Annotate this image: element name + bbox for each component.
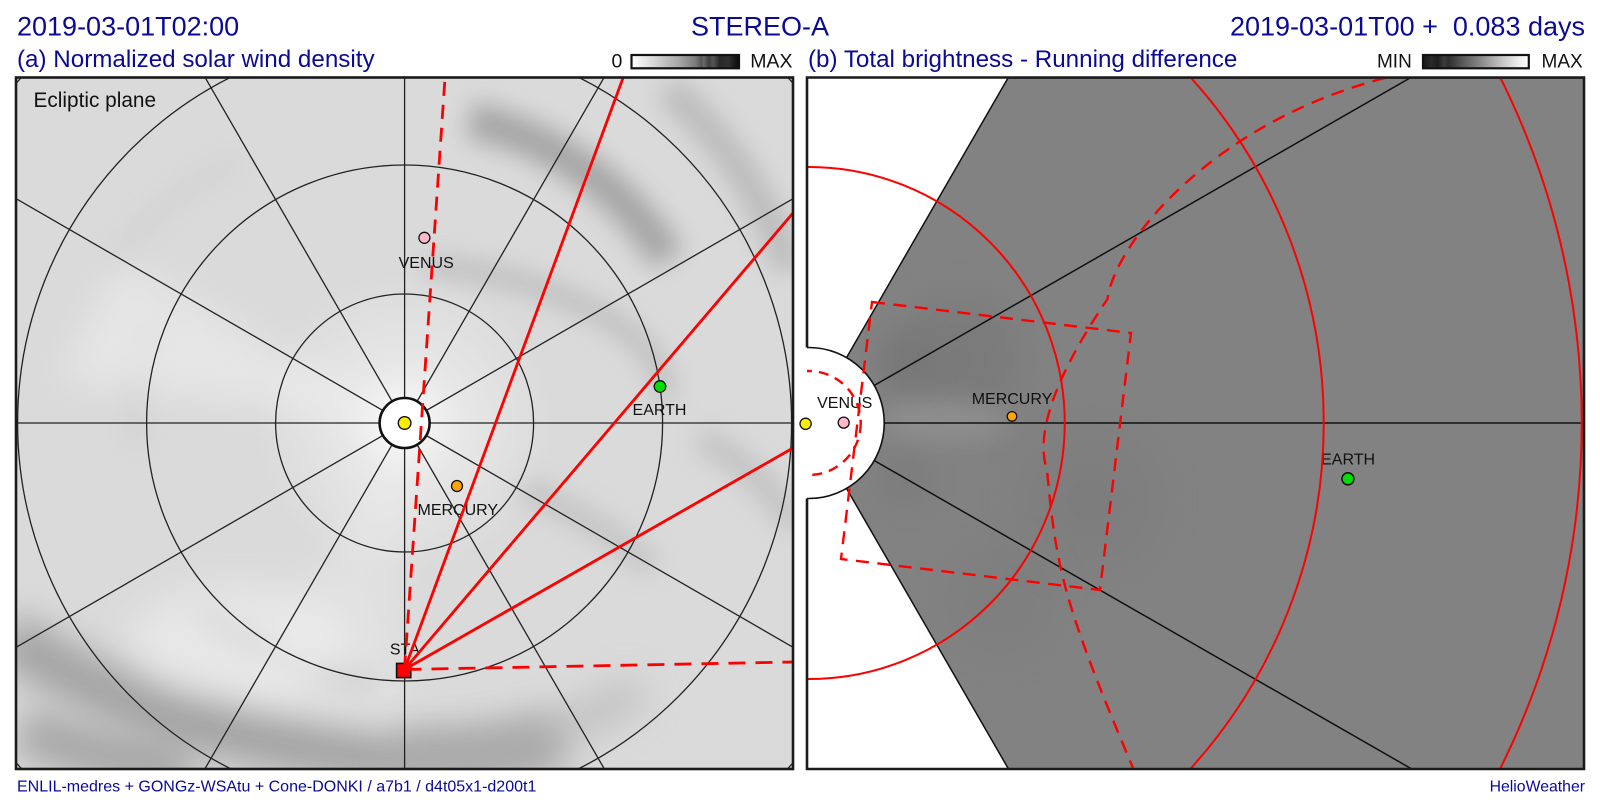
svg-text:MIN: MIN [1377,52,1412,73]
svg-text:HelioWeather: HelioWeather [1490,778,1585,795]
svg-text:MERCURY: MERCURY [417,502,498,519]
svg-text:(b) Total brightness - Running: (b) Total brightness - Running differenc… [808,46,1237,73]
svg-text:(a) Normalized solar wind dens: (a) Normalized solar wind density [17,46,375,73]
svg-text:MERCURY: MERCURY [972,391,1053,408]
svg-text:VENUS: VENUS [399,255,454,272]
svg-text:0: 0 [611,51,622,73]
svg-text:Ecliptic plane: Ecliptic plane [34,89,157,112]
svg-text:EARTH: EARTH [1321,451,1375,468]
svg-text:EARTH: EARTH [633,402,687,419]
svg-text:2019-03-01T00 + 0.083 days: 2019-03-01T00 + 0.083 days [1230,12,1585,42]
svg-text:MAX: MAX [1542,52,1584,73]
svg-text:2019-03-01T02:00: 2019-03-01T02:00 [17,12,239,42]
svg-text:ENLIL-medres + GONGz-WSAtu + C: ENLIL-medres + GONGz-WSAtu + Cone-DONKI … [17,778,536,795]
svg-text:STEREO-A: STEREO-A [691,12,829,42]
svg-text:MAX: MAX [750,51,792,73]
svg-text:VENUS: VENUS [817,395,872,412]
